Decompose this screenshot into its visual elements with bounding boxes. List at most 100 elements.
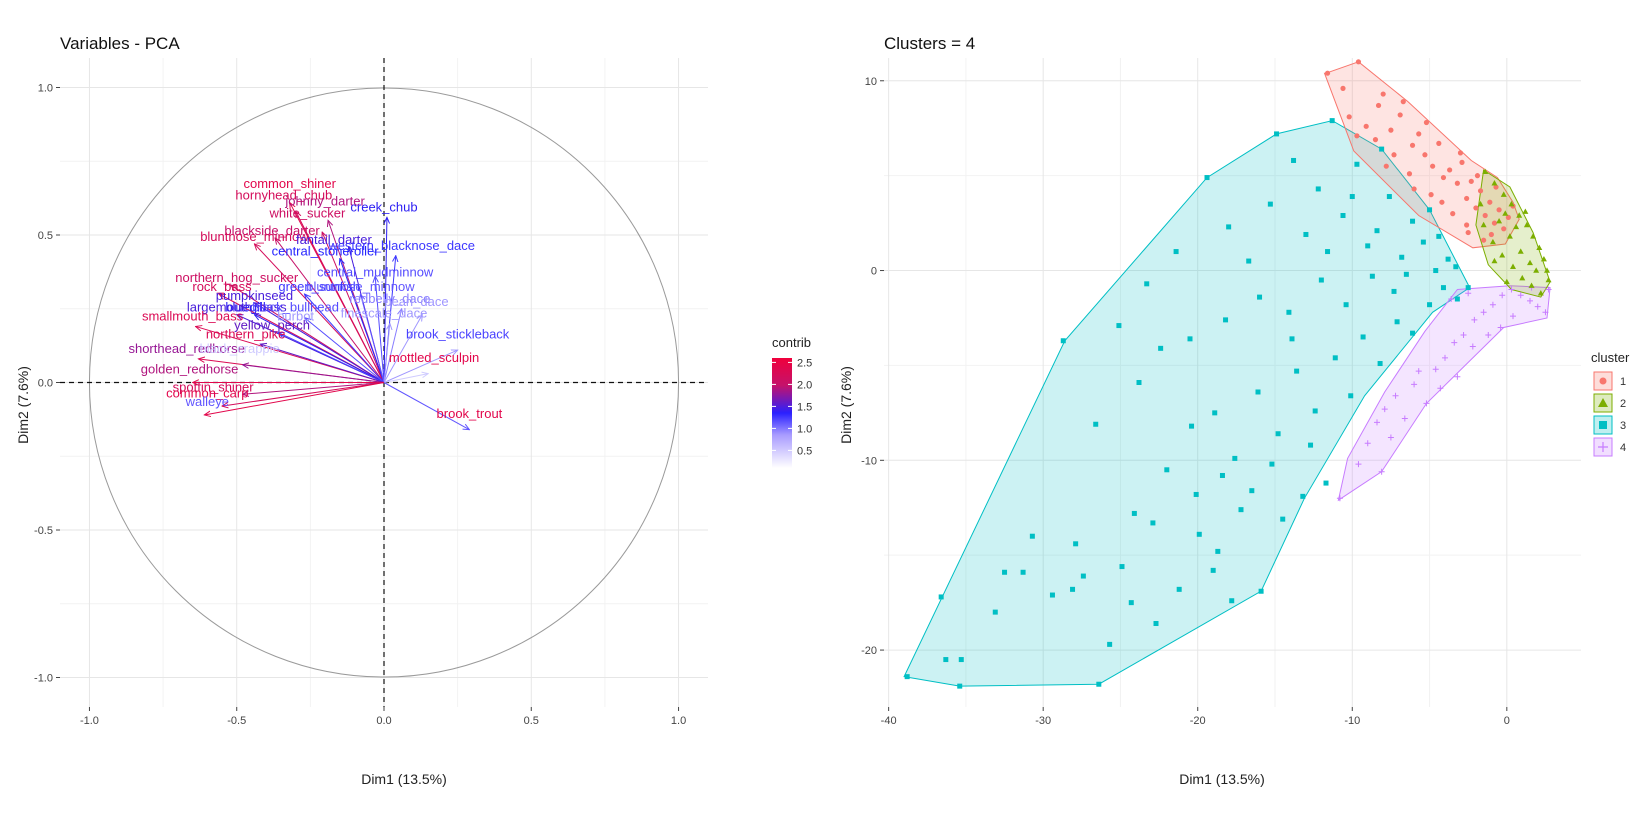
cluster-3-point: [1223, 317, 1229, 323]
pca-arrow-finescale-dace: [383, 324, 390, 383]
pca-label-western-blacknose-dace: western_blacknose_dace: [327, 238, 475, 253]
cluster-4-point: [1448, 296, 1455, 303]
cluster-3-point: [1229, 598, 1235, 604]
cluster-1-point: [1380, 91, 1386, 97]
cluster-y-tick-label: 0: [871, 266, 877, 278]
cluster-4-point: [1437, 385, 1444, 392]
pca-label-shorthead-redhorse: shorthead_redhorse: [128, 341, 244, 356]
cluster-2-point: [1482, 168, 1489, 175]
cluster-3-point: [1386, 194, 1392, 200]
cluster-2-point: [1489, 238, 1496, 245]
cluster-3-point: [1360, 334, 1366, 340]
cluster-4-point: [1460, 332, 1467, 339]
cluster-1-point: [1450, 211, 1456, 217]
pca-y-tick-label: -1.0: [34, 673, 53, 685]
cluster-y-tick-label: 10: [865, 76, 877, 88]
pca-label-largemouth-bass: largemouth_bass: [187, 300, 287, 315]
pca-y-tick-label: 1.0: [38, 83, 53, 95]
cluster-3-point: [1226, 224, 1232, 230]
cluster-3-point: [1070, 586, 1076, 592]
pca-label-burbot: burbot: [277, 309, 314, 324]
cluster-3-point: [1219, 472, 1225, 478]
pca-y-tick-label: 0.5: [38, 230, 53, 242]
cluster-4-point: [1454, 373, 1461, 380]
pca-label-bluntnose-minnow: bluntnose_minnow: [306, 279, 415, 294]
cluster-3-point: [1410, 218, 1416, 224]
cluster-y-tick-label: -10: [861, 455, 877, 467]
cluster-1-point: [1416, 131, 1422, 137]
cluster-3-point: [1029, 533, 1035, 539]
pca-x-tick-label: -1.0: [80, 715, 99, 727]
pca-label-yellow-perch: yellow_perch: [234, 317, 310, 332]
cluster-3-point: [1294, 368, 1300, 374]
cluster-3-point: [1173, 249, 1179, 255]
cluster-3-point: [1073, 541, 1079, 547]
cluster-3-point: [1332, 355, 1338, 361]
cluster-4-point: [1465, 290, 1472, 297]
pca-arrows: [193, 203, 470, 430]
cluster-legend: cluster 1 2 3 4: [1591, 350, 1630, 457]
pca-arrow-black-bullhead: [304, 318, 385, 383]
cluster-3-point: [1080, 573, 1086, 579]
cluster-3-point: [1176, 586, 1182, 592]
cluster-1-point: [1491, 220, 1498, 226]
cluster-1-point: [1400, 99, 1406, 105]
cluster-2-point: [1491, 180, 1498, 186]
cluster-2-point: [1513, 223, 1520, 230]
cluster-3-point: [1365, 243, 1371, 249]
cluster-hull-2: [1475, 169, 1551, 298]
cluster-3-point: [1315, 186, 1321, 192]
cluster-2-point: [1530, 233, 1537, 239]
pca-label-pumpkinseed: pumpkinseed: [216, 288, 293, 303]
cluster-x-tick-label: -10: [1344, 715, 1360, 727]
cluster-3-point: [1377, 361, 1383, 367]
cluster-legend-marker-3: [1599, 421, 1607, 429]
cluster-1-point: [1505, 214, 1511, 221]
cluster-1-point: [1488, 231, 1494, 238]
cluster-3-point: [1329, 118, 1335, 124]
pca-label-spotfin-shiner: spotfin_shiner: [173, 379, 255, 394]
cluster-4-point: [1517, 292, 1524, 299]
cluster-3-point: [1119, 564, 1125, 570]
pca-y-axis-title: Dim2 (7.6%): [15, 366, 31, 444]
cluster-3-point: [1212, 410, 1218, 416]
pca-x-tick-label: -0.5: [227, 715, 246, 727]
cluster-3-point: [1215, 548, 1221, 554]
cluster-2-point: [1502, 210, 1509, 216]
cluster-4-point: [1401, 415, 1408, 422]
cluster-2-point: [1508, 200, 1515, 207]
cluster-4-point: [1485, 332, 1492, 339]
cluster-1-point: [1482, 212, 1488, 219]
cluster-plot-title: Clusters = 4: [884, 34, 975, 53]
cluster-2-point: [1537, 290, 1544, 296]
cluster-1-point: [1428, 192, 1434, 198]
cluster-1-point: [1477, 188, 1484, 194]
pca-label-bluntnose-minnow: bluntnose_minnow: [200, 229, 309, 244]
cluster-4-point: [1381, 406, 1388, 413]
pca-label-common-shiner: common_shiner: [243, 176, 336, 191]
cluster-1-point: [1440, 174, 1447, 181]
cluster-1-point: [1473, 205, 1479, 211]
cluster-2-point: [1491, 257, 1498, 264]
cluster-3-point: [1369, 273, 1375, 279]
cluster-4-point: [1336, 495, 1343, 502]
cluster-2-point: [1506, 233, 1513, 239]
cluster-2-point: [1545, 276, 1552, 283]
cluster-1-point: [1454, 180, 1460, 186]
pca-arrow-green-sunfish: [304, 294, 385, 383]
cluster-1-point: [1355, 59, 1362, 65]
cluster-legend-label-2: 2: [1620, 398, 1626, 410]
pca-arrow-bluntnose-minnow-2: [360, 294, 385, 383]
cluster-2-point: [1522, 208, 1529, 214]
pca-arrow-brook-stickleback: [383, 350, 458, 383]
cluster-x-axis-title: Dim1 (13.5%): [1179, 771, 1265, 787]
cluster-4-point: [1415, 368, 1422, 375]
pca-x-axis-title: Dim1 (13.5%): [361, 771, 447, 787]
cluster-1-point: [1354, 133, 1360, 139]
cluster-1-point: [1439, 199, 1445, 205]
cluster-3-point: [1394, 319, 1400, 325]
pca-label-green-sunfish: green_sunfish: [278, 279, 360, 294]
cluster-1-point: [1459, 159, 1465, 165]
cluster-3-point: [1267, 201, 1273, 207]
